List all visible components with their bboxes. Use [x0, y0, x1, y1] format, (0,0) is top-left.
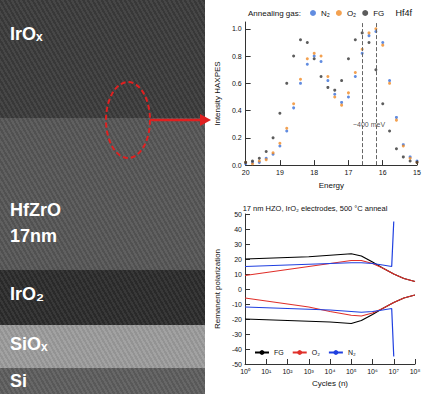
svg-text:Annealing gas:: Annealing gas:	[248, 9, 301, 18]
svg-text:0.0: 0.0	[232, 162, 242, 169]
svg-text:1.0: 1.0	[232, 25, 242, 32]
svg-text:17: 17	[345, 169, 353, 176]
svg-text:FG: FG	[373, 9, 384, 18]
html-text:IrOₓ: IrOₓ	[10, 24, 43, 44]
svg-text:50: 50	[234, 211, 242, 218]
svg-text:10⁸: 10⁸	[410, 368, 421, 375]
svg-text:Cycles (n): Cycles (n)	[312, 379, 348, 388]
html-text:17nm: 17nm	[10, 226, 57, 246]
svg-text:Intensity HAXPES: Intensity HAXPES	[213, 61, 222, 125]
svg-text:18: 18	[310, 169, 318, 176]
svg-text:10³: 10³	[304, 368, 315, 375]
svg-text:10: 10	[234, 271, 242, 278]
svg-text:O₂: O₂	[347, 9, 356, 18]
svg-text:N₂: N₂	[348, 349, 356, 356]
svg-text:19: 19	[276, 169, 284, 176]
svg-text:-20: -20	[232, 316, 242, 323]
svg-text:10⁵: 10⁵	[346, 368, 357, 375]
svg-text:FG: FG	[274, 349, 284, 356]
svg-text:Remanent polarization: Remanent polarization	[213, 249, 222, 329]
svg-text:10⁰: 10⁰	[240, 368, 251, 375]
svg-text:-10: -10	[232, 301, 242, 308]
svg-text:30: 30	[234, 241, 242, 248]
svg-text:10¹: 10¹	[261, 368, 272, 375]
svg-text:20: 20	[234, 256, 242, 263]
svg-text:16: 16	[379, 169, 387, 176]
svg-text:10⁴: 10⁴	[325, 368, 336, 375]
svg-text:Energy: Energy	[319, 181, 344, 190]
svg-text:10²: 10²	[282, 368, 293, 375]
svg-text:20: 20	[242, 169, 250, 176]
svg-text:40: 40	[234, 226, 242, 233]
html-text:SiOₓ: SiOₓ	[10, 334, 48, 354]
svg-text:Hf4f: Hf4f	[395, 8, 412, 18]
svg-text:0: 0	[238, 286, 242, 293]
svg-text:-40: -40	[232, 346, 242, 353]
svg-text:-50: -50	[232, 361, 242, 368]
svg-text:0.8: 0.8	[232, 53, 242, 60]
html-text:HfZrO: HfZrO	[10, 200, 61, 220]
svg-text:0.4: 0.4	[232, 107, 242, 114]
html-text:IrO₂: IrO₂	[10, 284, 44, 304]
svg-text:15: 15	[413, 169, 421, 176]
svg-text:0.6: 0.6	[232, 80, 242, 87]
svg-text:~400 meV: ~400 meV	[353, 121, 385, 128]
svg-text:10⁶: 10⁶	[367, 368, 378, 375]
svg-text:-30: -30	[232, 331, 242, 338]
html-text:Si: Si	[10, 371, 27, 391]
svg-text:17 nm HZO, IrO₂ electrodes, 50: 17 nm HZO, IrO₂ electrodes, 500 °C annea…	[243, 204, 388, 213]
svg-text:10⁷: 10⁷	[389, 368, 400, 375]
svg-text:O₂: O₂	[312, 349, 320, 356]
svg-text:N₂: N₂	[321, 9, 330, 18]
svg-text:0.2: 0.2	[232, 134, 242, 141]
